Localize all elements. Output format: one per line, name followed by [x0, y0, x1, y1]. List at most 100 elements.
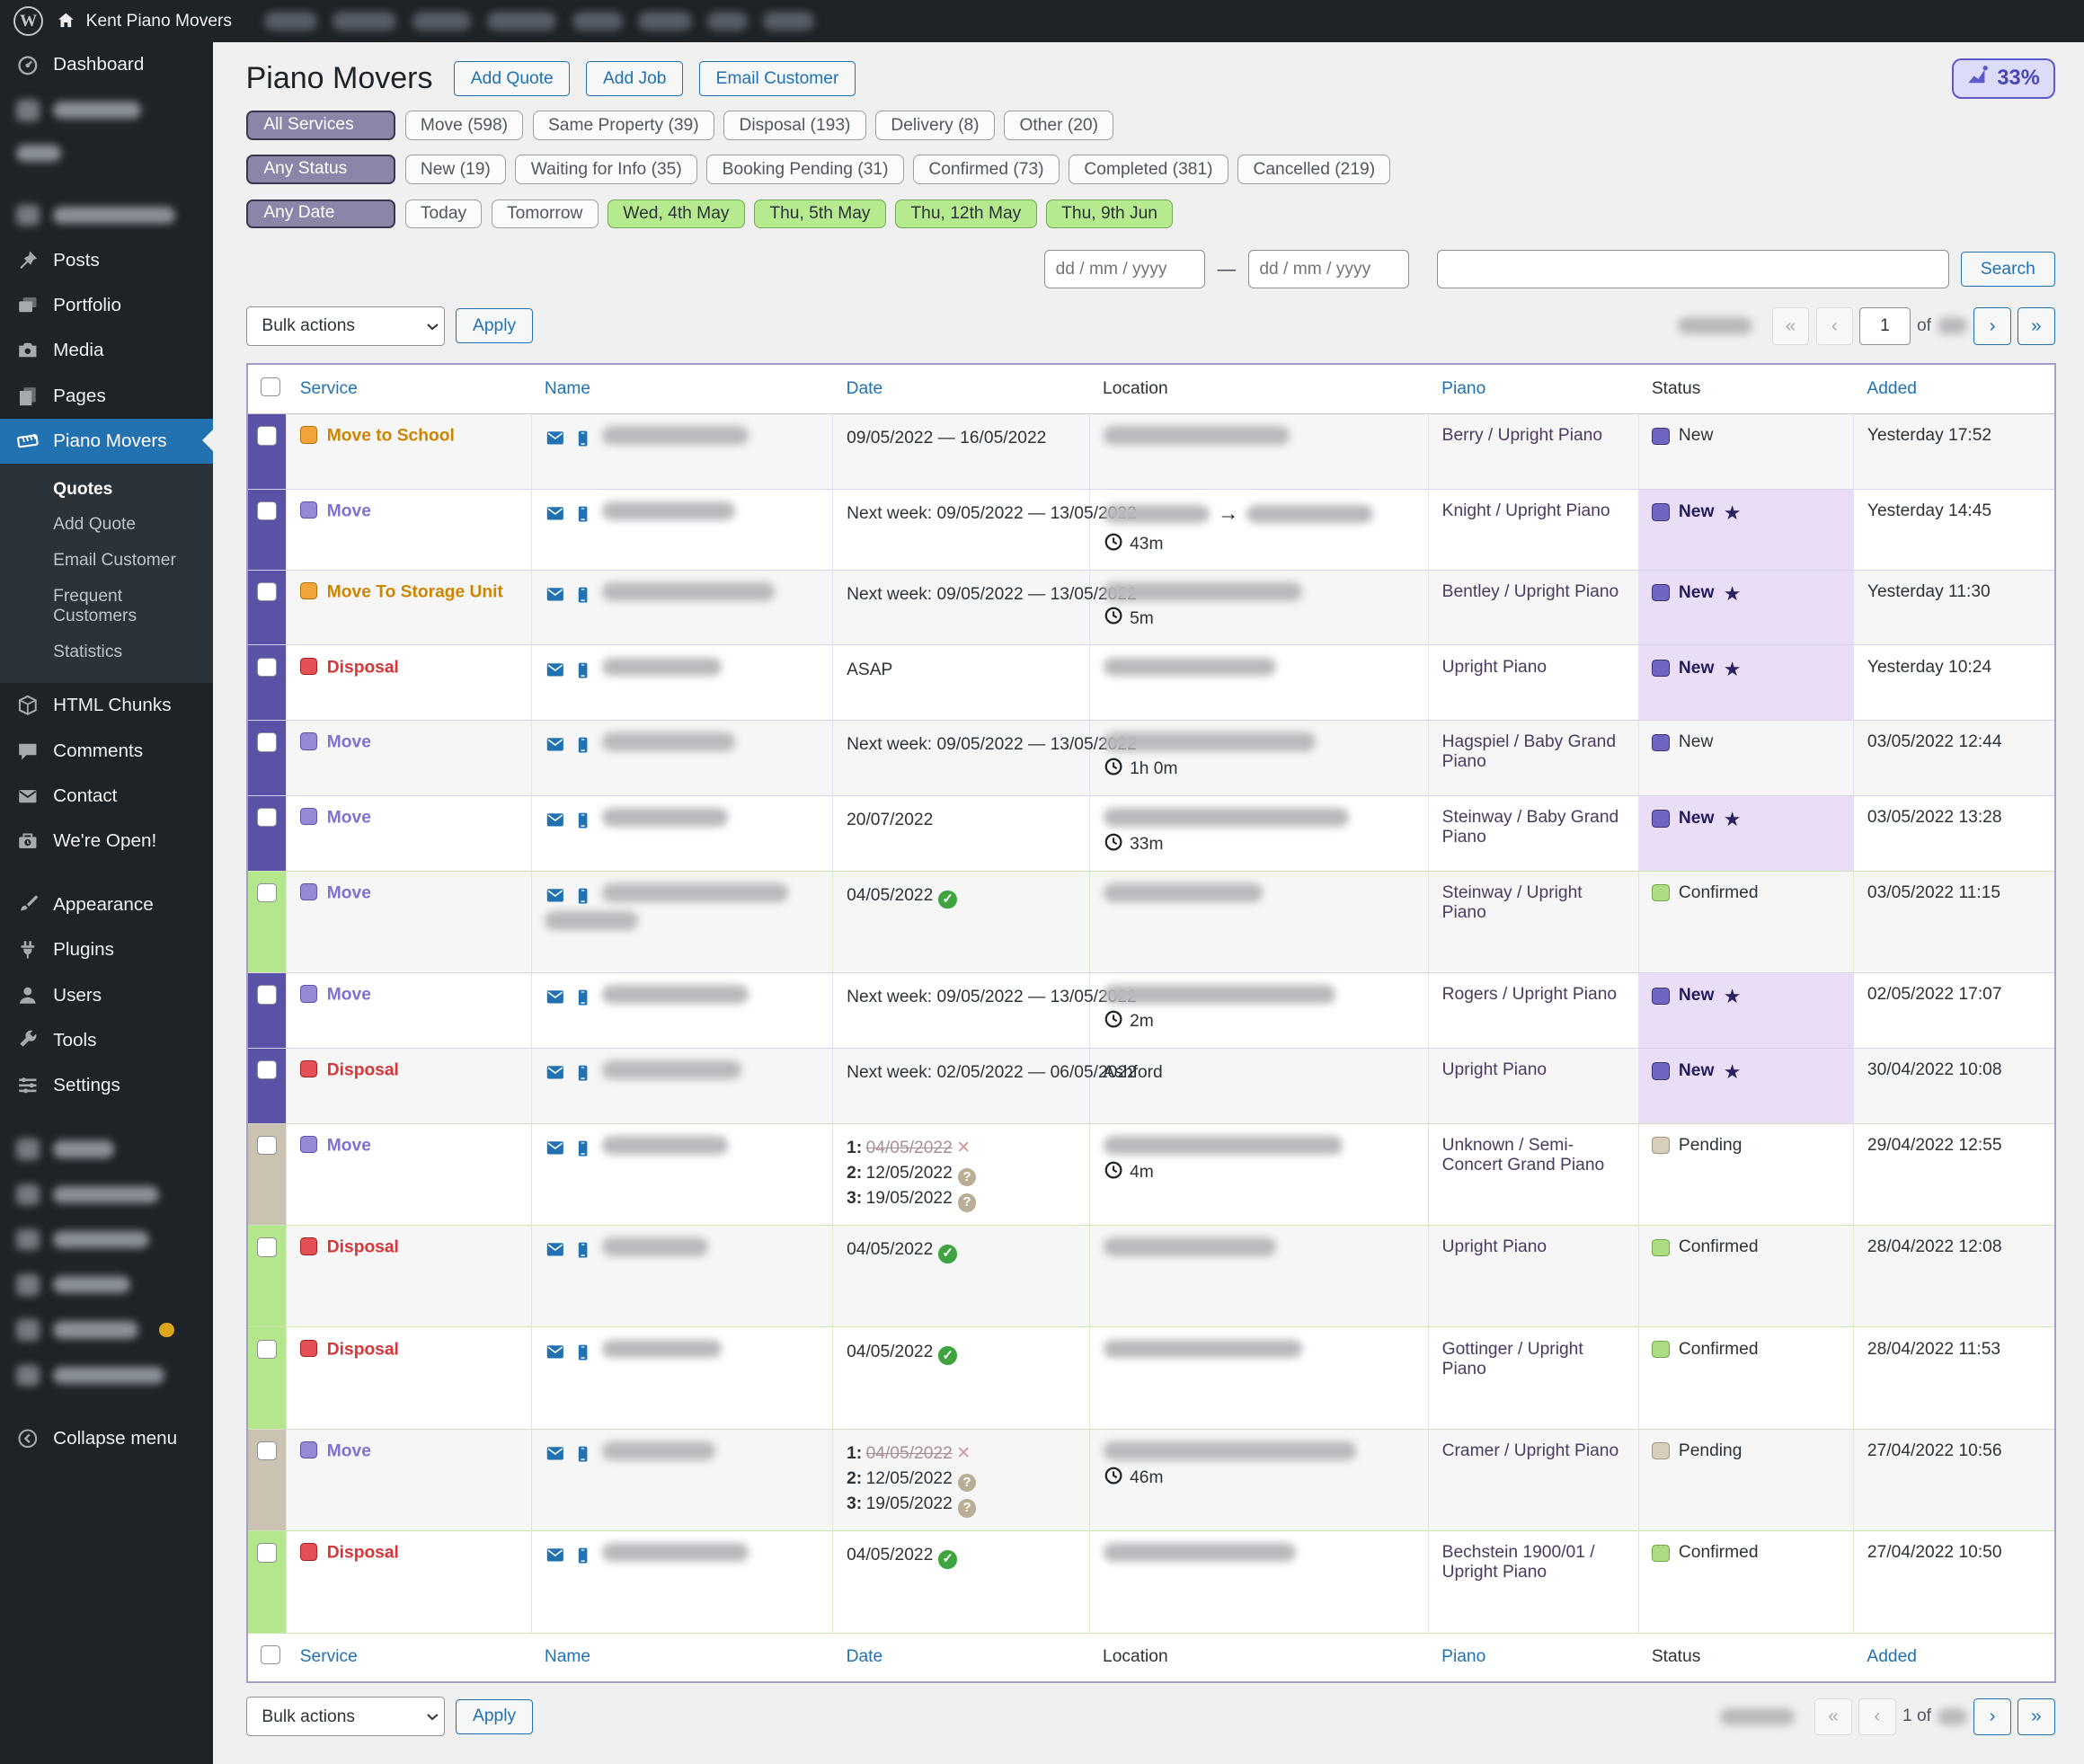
service-label[interactable]: Disposal — [326, 1060, 399, 1080]
filter-pill[interactable]: Today — [404, 199, 483, 229]
mail-icon[interactable] — [545, 1444, 566, 1469]
filter-pill[interactable]: Same Property (39) — [532, 111, 714, 141]
column-header-piano[interactable]: Piano — [1428, 364, 1639, 414]
column-header-date[interactable]: Date — [832, 1633, 1090, 1683]
service-label[interactable]: Move — [326, 1136, 371, 1156]
phone-icon[interactable] — [574, 1063, 591, 1088]
column-header-piano[interactable]: Piano — [1428, 1633, 1639, 1683]
add-quote-button[interactable]: Add Quote — [454, 61, 571, 96]
mail-icon[interactable] — [545, 1546, 566, 1571]
sidebar-item-html-chunks[interactable]: HTML Chunks — [0, 683, 213, 728]
sidebar-subitem-add-quote[interactable]: Add Quote — [53, 515, 137, 535]
service-label[interactable]: Move — [326, 732, 371, 752]
mail-icon[interactable] — [545, 1139, 566, 1164]
filter-pill[interactable]: Other (20) — [1004, 111, 1114, 141]
filter-pill[interactable]: Completed (381) — [1069, 155, 1228, 185]
row-checkbox[interactable] — [257, 1237, 277, 1257]
column-header-service[interactable]: Service — [286, 364, 532, 414]
row-checkbox[interactable] — [257, 732, 277, 752]
last-page-button[interactable]: » — [2017, 307, 2055, 345]
add-job-button[interactable]: Add Job — [586, 61, 684, 96]
phone-icon[interactable] — [574, 988, 591, 1013]
mail-icon[interactable] — [545, 811, 566, 836]
select-all-checkbox[interactable] — [261, 1644, 280, 1665]
row-checkbox[interactable] — [257, 1441, 277, 1461]
service-label[interactable]: Disposal — [326, 1237, 399, 1257]
row-checkbox[interactable] — [257, 1135, 277, 1156]
email-customer-button[interactable]: Email Customer — [698, 61, 856, 96]
phone-icon[interactable] — [574, 811, 591, 836]
filter-pill[interactable]: Confirmed (73) — [913, 155, 1060, 185]
filter-pill[interactable]: Delivery (8) — [875, 111, 995, 141]
column-header-date[interactable]: Date — [832, 364, 1090, 414]
sidebar-subitem-statistics[interactable]: Statistics — [53, 642, 123, 661]
next-page-button[interactable]: › — [1973, 307, 2011, 345]
filter-pill[interactable]: Wed, 4th May — [607, 199, 745, 229]
filter-pill[interactable]: Thu, 9th Jun — [1045, 199, 1174, 229]
service-label[interactable]: Disposal — [326, 1543, 399, 1563]
row-checkbox[interactable] — [257, 808, 277, 828]
search-input[interactable] — [1437, 250, 1949, 289]
bulk-actions-select[interactable]: Bulk actions — [245, 306, 446, 346]
prev-page-button[interactable]: ‹ — [1815, 307, 1854, 345]
phone-icon[interactable] — [574, 660, 591, 686]
next-page-button-bottom[interactable]: › — [1973, 1698, 2011, 1735]
prev-page-button-bottom[interactable]: ‹ — [1858, 1698, 1896, 1735]
column-header-service[interactable]: Service — [286, 1633, 532, 1683]
phone-icon[interactable] — [574, 1343, 591, 1368]
filter-pill[interactable]: Booking Pending (31) — [706, 155, 904, 185]
row-checkbox[interactable] — [257, 657, 277, 677]
phone-icon[interactable] — [574, 1444, 591, 1469]
sidebar-item-redacted[interactable] — [0, 1352, 213, 1397]
service-label[interactable]: Move — [326, 985, 371, 1005]
sidebar-subitem-quotes[interactable]: Quotes — [53, 479, 113, 499]
last-page-button-bottom[interactable]: » — [2017, 1698, 2055, 1735]
service-label[interactable]: Move — [326, 1441, 371, 1461]
service-label[interactable]: Move — [326, 501, 371, 521]
filter-pill[interactable]: Disposal (193) — [723, 111, 866, 141]
filter-pill[interactable]: Cancelled (219) — [1237, 155, 1391, 185]
apply-button-bottom[interactable]: Apply — [456, 1698, 533, 1734]
filter-pill[interactable]: Thu, 12th May — [895, 199, 1037, 229]
sidebar-subitem-email-customer[interactable]: Email Customer — [53, 551, 176, 571]
current-page-input[interactable] — [1859, 307, 1911, 345]
service-label[interactable]: Disposal — [326, 1339, 399, 1359]
filter-pill[interactable]: Move (598) — [404, 111, 524, 141]
column-header-name[interactable]: Name — [531, 364, 833, 414]
sidebar-item-we-re-open-[interactable]: We're Open! — [0, 819, 213, 864]
site-name-link[interactable]: Kent Piano Movers — [57, 11, 232, 32]
filter-pill[interactable]: Thu, 5th May — [754, 199, 886, 229]
service-label[interactable]: Move — [326, 883, 371, 903]
sidebar-subitem-frequent-customers[interactable]: Frequent Customers — [53, 586, 137, 625]
mail-icon[interactable] — [545, 1063, 566, 1088]
sidebar-item-redacted[interactable] — [0, 133, 213, 174]
row-checkbox[interactable] — [257, 581, 277, 602]
wordpress-logo-icon[interactable]: W — [13, 5, 44, 37]
filter-pill-selected[interactable]: All Services — [245, 111, 396, 141]
sidebar-item-redacted[interactable] — [0, 1307, 213, 1352]
sidebar-item-portfolio[interactable]: Portfolio — [0, 283, 213, 328]
phone-icon[interactable] — [574, 429, 591, 454]
phone-icon[interactable] — [574, 585, 591, 610]
sidebar-item-redacted[interactable] — [0, 1172, 213, 1217]
first-page-button-bottom[interactable]: « — [1814, 1698, 1852, 1735]
row-checkbox[interactable] — [257, 1543, 277, 1563]
service-label[interactable]: Move to School — [326, 426, 455, 446]
phone-icon[interactable] — [574, 735, 591, 760]
service-label[interactable]: Disposal — [326, 657, 399, 677]
sidebar-item-contact[interactable]: Contact — [0, 774, 213, 819]
service-label[interactable]: Move — [326, 808, 371, 828]
filter-pill-selected[interactable]: Any Status — [245, 155, 396, 185]
select-all-checkbox[interactable] — [261, 377, 280, 396]
search-button[interactable]: Search — [1961, 252, 2055, 288]
bulk-actions-select-bottom[interactable]: Bulk actions — [245, 1697, 446, 1737]
sidebar-item-redacted[interactable] — [0, 1127, 213, 1172]
sidebar-item-users[interactable]: Users — [0, 972, 213, 1017]
date-to-input[interactable] — [1247, 250, 1409, 289]
sidebar-item-appearance[interactable]: Appearance — [0, 882, 213, 927]
sidebar-item-pages[interactable]: Pages — [0, 373, 213, 418]
filter-pill[interactable]: Tomorrow — [491, 199, 599, 229]
row-checkbox[interactable] — [257, 1339, 277, 1359]
sidebar-item-collapse-menu[interactable]: Collapse menu — [0, 1416, 213, 1461]
mail-icon[interactable] — [545, 504, 566, 529]
